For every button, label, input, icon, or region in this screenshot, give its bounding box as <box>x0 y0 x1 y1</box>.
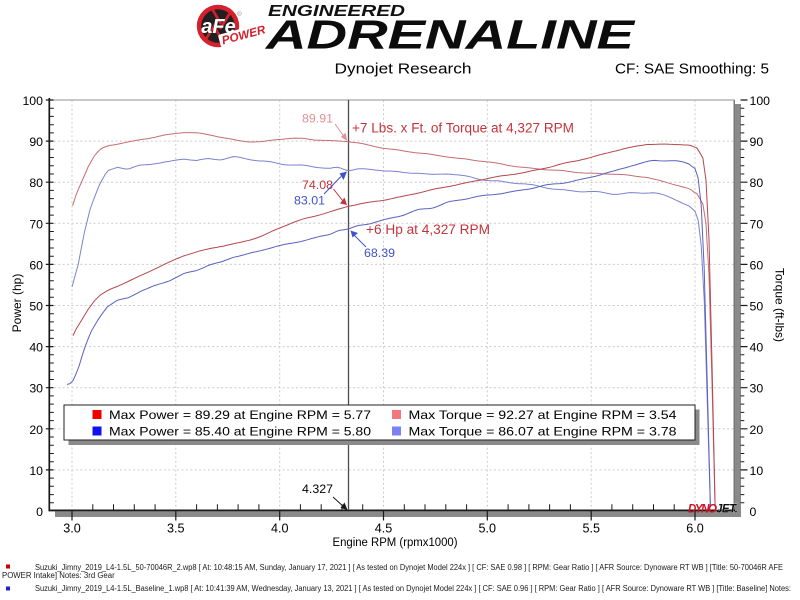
svg-text:74.08: 74.08 <box>302 178 333 192</box>
svg-text:60: 60 <box>29 258 43 272</box>
svg-text:40: 40 <box>29 341 43 355</box>
svg-text:80: 80 <box>750 176 764 190</box>
svg-text:90: 90 <box>750 135 764 149</box>
svg-text:20: 20 <box>750 423 764 437</box>
svg-text:20: 20 <box>29 423 43 437</box>
svg-text:68.39: 68.39 <box>364 246 395 260</box>
svg-text:0: 0 <box>36 505 43 519</box>
svg-text:Max Torque = 86.07 at Engine R: Max Torque = 86.07 at Engine RPM = 3.78 <box>409 425 677 439</box>
svg-text:R: R <box>238 12 241 16</box>
svg-text:5.5: 5.5 <box>582 521 600 535</box>
svg-text:100: 100 <box>750 94 771 108</box>
svg-text:60: 60 <box>750 258 764 272</box>
svg-text:70: 70 <box>750 217 764 231</box>
svg-text:3.5: 3.5 <box>167 521 185 535</box>
svg-text:+6 Hp at 4,327 RPM: +6 Hp at 4,327 RPM <box>366 222 490 237</box>
svg-text:ENGINEERED: ENGINEERED <box>268 3 405 20</box>
svg-text:89.91: 89.91 <box>302 112 333 126</box>
svg-text:50: 50 <box>750 300 764 314</box>
svg-text:Max Power = 89.29 at Engine RP: Max Power = 89.29 at Engine RPM = 5.77 <box>109 408 371 422</box>
svg-text:100: 100 <box>22 94 43 108</box>
svg-text:4.0: 4.0 <box>271 521 289 535</box>
svg-text:10: 10 <box>750 464 764 478</box>
svg-text:83.01: 83.01 <box>294 194 325 208</box>
svg-text:6.0: 6.0 <box>686 521 704 535</box>
svg-text:30: 30 <box>29 382 43 396</box>
svg-text:Suzuki_Jimny_2019_L4-1.5L_50-7: Suzuki_Jimny_2019_L4-1.5L_50-70046R_2.wp… <box>35 563 783 572</box>
svg-text:DYNO: DYNO <box>688 504 717 516</box>
svg-text:POWER Intake] Notes: 3rd Gear: POWER Intake] Notes: 3rd Gear <box>2 571 115 580</box>
svg-text:+7 Lbs. x Ft. of Torque at 4,3: +7 Lbs. x Ft. of Torque at 4,327 RPM <box>352 120 574 135</box>
svg-text:4.5: 4.5 <box>375 521 393 535</box>
svg-text:80: 80 <box>29 176 43 190</box>
svg-text:ADRENALINE: ADRENALINE <box>265 12 637 58</box>
svg-text:90: 90 <box>29 135 43 149</box>
svg-text:3.0: 3.0 <box>63 521 81 535</box>
svg-text:Max Torque = 92.27 at Engine R: Max Torque = 92.27 at Engine RPM = 3.54 <box>409 408 677 422</box>
svg-text:Torque (ft-lbs): Torque (ft-lbs) <box>773 268 787 342</box>
svg-text:Engine RPM (rpmx1000): Engine RPM (rpmx1000) <box>333 535 458 549</box>
svg-text:CF: SAE Smoothing: 5: CF: SAE Smoothing: 5 <box>615 62 769 78</box>
svg-text:70: 70 <box>29 217 43 231</box>
svg-text:10: 10 <box>29 464 43 478</box>
svg-text:30: 30 <box>750 382 764 396</box>
svg-text:JET.: JET. <box>716 504 738 516</box>
svg-text:Dynojet Research: Dynojet Research <box>335 61 472 78</box>
svg-text:Suzuki_Jimny_2019_L4-1.5L_Base: Suzuki_Jimny_2019_L4-1.5L_Baseline_1.wp8… <box>35 584 791 593</box>
svg-text:4.327: 4.327 <box>302 482 333 496</box>
svg-text:5.0: 5.0 <box>479 521 497 535</box>
svg-text:Power (hp): Power (hp) <box>10 274 24 333</box>
svg-text:40: 40 <box>750 341 764 355</box>
svg-text:Max Power = 85.40 at Engine RP: Max Power = 85.40 at Engine RPM = 5.80 <box>109 425 371 439</box>
svg-text:50: 50 <box>29 300 43 314</box>
svg-text:0: 0 <box>750 505 757 519</box>
